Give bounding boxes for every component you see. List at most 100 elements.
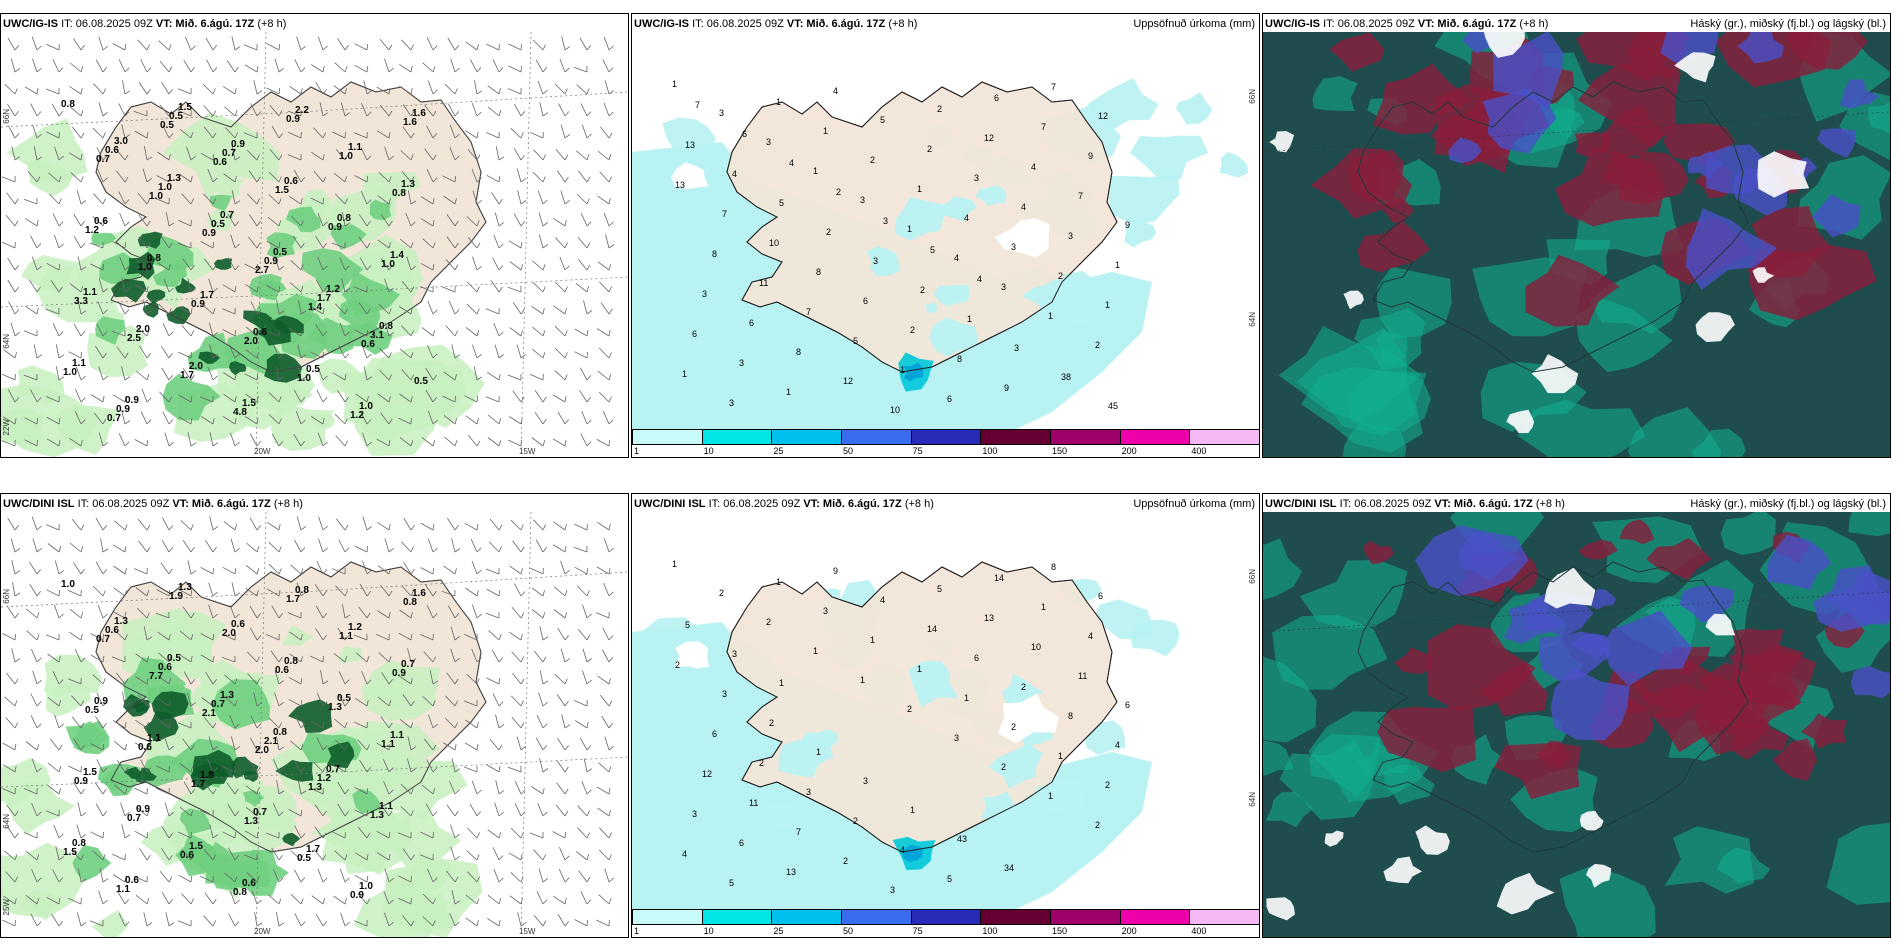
wind-barb <box>450 58 456 73</box>
wind-barb <box>334 718 346 729</box>
wind-barb <box>249 517 258 531</box>
wind-barb <box>426 37 434 51</box>
wind-barb <box>72 38 82 51</box>
precip-value-label: 0.8 <box>61 99 75 110</box>
wind-barb <box>354 64 368 73</box>
wind-barb <box>534 412 544 425</box>
wind-barb <box>95 345 104 359</box>
wind-barb <box>249 605 258 619</box>
precip-value-label: 0.7 <box>96 154 110 165</box>
colorbar-swatch <box>632 909 703 925</box>
wind-barb <box>274 256 280 271</box>
wind-barb <box>377 696 390 707</box>
wind-barb <box>424 104 434 117</box>
wind-barb <box>422 893 434 905</box>
map-panel-clouds-ig[interactable]: UWC/IG-IS IT: 06.08.2025 09Z VT: Mið. 6.… <box>1262 13 1891 458</box>
wind-barb <box>447 103 456 117</box>
wind-barb <box>182 738 192 751</box>
wind-barb <box>268 171 280 183</box>
wind-barb <box>354 787 368 795</box>
colorbar-swatch <box>1189 909 1259 925</box>
cloud-blue-area <box>1448 137 1482 164</box>
wind-barb <box>472 344 478 359</box>
wind-barb <box>231 36 236 51</box>
wind-barb <box>444 83 456 95</box>
wind-barb <box>510 128 522 139</box>
precip-amount-label: 4 <box>954 253 959 263</box>
wind-barb <box>289 631 302 641</box>
wind-barb <box>450 648 456 663</box>
precip-value-label: 3.0 <box>114 136 128 147</box>
wind-barb <box>317 432 324 447</box>
map-panel-precip-dini[interactable]: UWC/DINI ISL IT: 06.08.2025 09Z VT: Mið.… <box>631 493 1260 938</box>
precip-value-label: 4.8 <box>233 407 247 418</box>
precip-mid-area <box>301 248 364 292</box>
wind-barb <box>443 371 456 381</box>
wind-barb <box>287 612 302 619</box>
precip-value-label: 0.8 <box>379 321 393 332</box>
panel-title: Háský (gr.), miðský (fj.bl.) og lágský (… <box>1690 498 1886 510</box>
wind-barb <box>90 743 104 751</box>
wind-barb <box>186 692 192 707</box>
precip-value-label: 1.9 <box>169 591 183 602</box>
wind-barb <box>73 235 82 249</box>
precip-amount-label: 8 <box>957 354 962 364</box>
wind-barb <box>427 345 434 359</box>
wind-barb <box>100 538 104 553</box>
map-panel-wind-ig[interactable]: UWC/IG-IS IT: 06.08.2025 09Z VT: Mið. 6.… <box>0 13 629 458</box>
precip-amount-label: 6 <box>974 653 979 663</box>
wind-barb <box>315 235 324 249</box>
map-panel-wind-dini[interactable]: UWC/DINI ISL IT: 06.08.2025 09Z VT: Mið.… <box>0 493 629 938</box>
wind-barb <box>93 193 104 205</box>
map-panel-clouds-dini[interactable]: UWC/DINI ISL IT: 06.08.2025 09Z VT: Mið.… <box>1262 493 1891 938</box>
wind-barb <box>598 894 610 905</box>
wind-barb <box>231 736 236 751</box>
precip-amount-label: 1 <box>816 747 821 757</box>
wind-barb <box>334 850 346 861</box>
precip-amount-label: 2 <box>1095 340 1100 350</box>
wind-barb <box>98 366 104 381</box>
wind-barb <box>539 670 544 685</box>
wind-barb <box>420 218 434 227</box>
wind-barb <box>377 239 390 249</box>
wind-barb <box>574 919 588 927</box>
wind-barb <box>380 716 390 729</box>
precip-amount-label: 7 <box>722 209 727 219</box>
precip-value-label: 1.0 <box>149 191 163 202</box>
wind-barb <box>512 390 522 403</box>
wind-barb <box>530 786 544 795</box>
map-panel-precip-ig[interactable]: UWC/IG-IS IT: 06.08.2025 09Z VT: Mið. 6.… <box>631 13 1260 458</box>
precip-amount-label: 3 <box>823 606 828 616</box>
wind-barb <box>552 544 566 553</box>
precip-value-label: 0.9 <box>125 395 139 406</box>
wind-barb <box>98 432 104 447</box>
wind-barb <box>29 279 38 293</box>
wind-barb <box>229 345 236 359</box>
precip-amount-label: 1 <box>917 184 922 194</box>
precip-amount-label: 3 <box>739 358 744 368</box>
precip-amount-label: 1 <box>672 559 677 569</box>
wind-barb <box>420 196 434 205</box>
wind-barb <box>272 803 280 817</box>
precip-amount-label: 1 <box>964 693 969 703</box>
precip-amount-label: 3 <box>1011 242 1016 252</box>
wind-barb <box>554 674 566 685</box>
precip-patch <box>662 117 716 158</box>
wind-barb <box>598 849 610 861</box>
precip-amount-label: 34 <box>1004 863 1014 873</box>
precip-amount-label: 38 <box>1061 372 1071 382</box>
wind-barb <box>533 149 544 161</box>
wind-barb <box>353 920 368 927</box>
wind-barb <box>381 671 390 685</box>
wind-barb <box>310 197 324 205</box>
wind-barb <box>598 391 610 403</box>
wind-barb <box>178 416 192 425</box>
wind-barb <box>555 237 566 249</box>
wind-barb <box>96 323 104 337</box>
precip-mid-area <box>330 224 367 250</box>
wind-barb <box>136 260 148 271</box>
wind-barb <box>178 351 192 359</box>
precip-heavy-area <box>243 310 273 330</box>
precip-value-label: 0.6 <box>180 850 194 861</box>
lat-label-mid: 64N <box>2 814 11 829</box>
